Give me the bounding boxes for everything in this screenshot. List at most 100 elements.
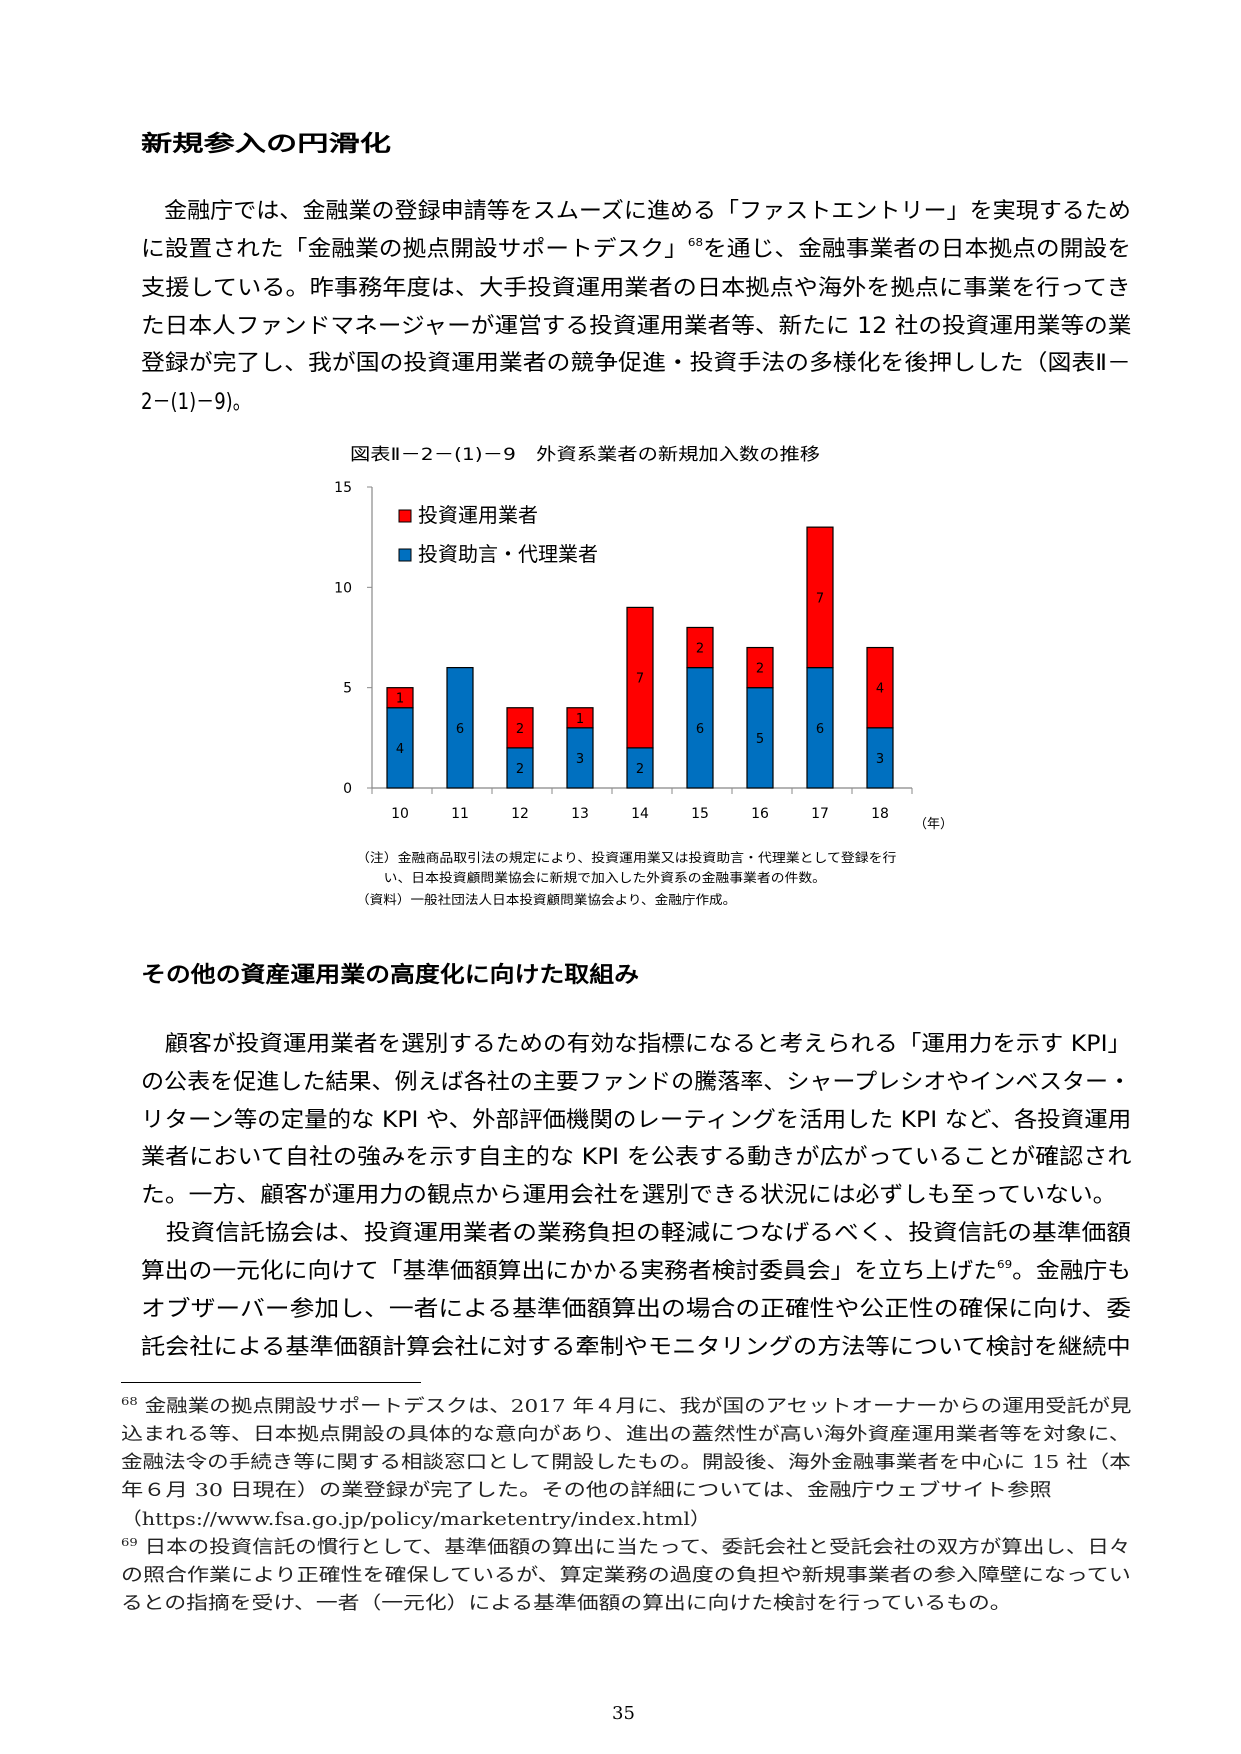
- text: オブザーバー参加し、一者による基準価額算出の場合の正確性や公正性の確保に向け、委: [141, 1297, 1132, 1322]
- text: た日本人ファンドマネージャーが運営する投資運用業者等、新たに 12 社の投資運用…: [141, 314, 1132, 339]
- text: 支援している。昨事務年度は、大手投資運用業者の日本拠点や海外を拠点に事業を行って…: [141, 276, 1131, 301]
- text: 金融業の拠点開設サポートデスクは、2017 年４月に、我が国のアセットオーナーか…: [144, 1396, 1132, 1417]
- paragraph-line: 投資信託協会は、投資運用業者の業務負担の軽減につなげるべく、投資信託の基準価額: [141, 1221, 1131, 1247]
- x-axis-unit: （年）: [914, 817, 953, 832]
- footnote-number: 69: [121, 1536, 138, 1549]
- text: 日本の投資信託の慣行として、基準価額の算出に当たって、委託会社と受託会社の双方が…: [144, 1537, 1131, 1558]
- footnote-divider: [121, 1382, 421, 1383]
- x-tick-label: 10: [391, 806, 409, 822]
- legend-label: 投資運用業者: [418, 503, 538, 527]
- text: 投資信託協会は、投資運用業者の業務負担の軽減につなげるべく、投資信託の基準価額: [141, 1221, 1132, 1246]
- paragraph-line: 業者において自社の強みを示す自主的な KPI を公表する動きが広がっていることが…: [141, 1145, 1131, 1171]
- data-label: 6: [816, 722, 824, 737]
- footnote-line: 年６月 30 日現在）の業登録が完了した。その他の詳細については、金融庁ウェブサ…: [121, 1480, 1052, 1502]
- x-tick-label: 12: [511, 806, 529, 822]
- text: を通じ、金融事業者の日本拠点の開設を: [703, 237, 1132, 262]
- section-heading-asset-management: その他の資産運用業の高度化に向けた取組み: [141, 963, 640, 988]
- text: リターン等の定量的な KPI や、外部評価機関のレーティングを活用した KPI …: [141, 1108, 1132, 1133]
- bar-segment: [566, 707, 594, 729]
- footnote-number: 68: [121, 1395, 138, 1408]
- page-number: 35: [612, 1703, 635, 1724]
- y-tick-label: 0: [343, 781, 352, 797]
- text: 登録が完了し、我が国の投資運用業者の競争促進・投資手法の多様化を後押しした（図表…: [141, 351, 1131, 376]
- footnote-url[interactable]: （https://www.fsa.go.jp/policy/marketentr…: [121, 1509, 711, 1531]
- bar-segment: [626, 747, 654, 789]
- figure-note: （注）金融商品取引法の規定により、投資運用業又は投資助言・代理業として登録を行: [356, 850, 897, 865]
- paragraph-line: 2－(1)－9)。: [141, 390, 251, 416]
- y-tick-label: 5: [343, 681, 352, 697]
- y-tick-label: 10: [334, 580, 352, 596]
- stacked-bar-chart: 0510151041116122213311427156216521767183…: [334, 480, 953, 832]
- bar-segment: [746, 646, 774, 689]
- paragraph-line: 登録が完了し、我が国の投資運用業者の競争促進・投資手法の多様化を後押しした（図表…: [141, 351, 1131, 377]
- data-label: 4: [876, 682, 884, 697]
- paragraph-line: 金融庁では、金融業の登録申請等をスムーズに進める「ファストエントリー」を実現する…: [141, 199, 1131, 225]
- bar-segment: [566, 727, 594, 789]
- footnote-line: 69 日本の投資信託の慣行として、基準価額の算出に当たって、委託会社と受託会社の…: [121, 1537, 1130, 1559]
- x-tick-label: 11: [451, 806, 469, 822]
- text[interactable]: （https://www.fsa.go.jp/policy/marketentr…: [121, 1509, 711, 1530]
- paragraph-line: た。一方、顧客が運用力の観点から運用会社を選別できる状況には必ずしも至っていない…: [141, 1183, 1117, 1209]
- footnote-line: 金融法令の手続き等に関する相談窓口として開設したもの。開設後、海外金融事業者を中…: [121, 1452, 1131, 1474]
- data-label: 3: [876, 752, 884, 767]
- bar-segment: [386, 707, 414, 789]
- footnote-ref-69[interactable]: 69: [996, 1258, 1013, 1271]
- footnote-line: 込まれる等、日本拠点開設の具体的な意向があり、進出の蓋然性が高い海外資産運用業者…: [121, 1424, 1131, 1446]
- data-label: 3: [576, 752, 584, 767]
- text: た。一方、顧客が運用力の観点から運用会社を選別できる状況には必ずしも至っていない…: [141, 1183, 1117, 1208]
- section-heading-new-entry: 新規参入の円滑化: [141, 132, 392, 157]
- paragraph-line: リターン等の定量的な KPI や、外部評価機関のレーティングを活用した KPI …: [141, 1108, 1131, 1134]
- text: の照合作業により正確性を確保しているが、算定業務の過度の負担や新規事業者の参入障…: [121, 1565, 1131, 1586]
- bar-segment: [506, 707, 534, 749]
- data-label: 6: [456, 722, 464, 737]
- x-tick-label: 16: [751, 806, 769, 822]
- text: 。金融庁も: [1012, 1259, 1132, 1284]
- paragraph-line: 託会社による基準価額計算会社に対する牽制やモニタリングの方法等について検討を継続…: [141, 1335, 1131, 1361]
- x-tick-label: 13: [571, 806, 589, 822]
- data-label: 7: [816, 591, 824, 606]
- paragraph-line: た日本人ファンドマネージャーが運営する投資運用業者等、新たに 12 社の投資運用…: [141, 314, 1131, 340]
- footnote-line: るとの指摘を受け、一者（一元化）による基準価額の算出に向けた検討を行っているもの…: [121, 1593, 1012, 1615]
- paragraph-line: 算出の一元化に向けて「基準価額算出にかかる実務者検討委員会」を立ち上げた69。金…: [141, 1259, 1131, 1285]
- text: 金融法令の手続き等に関する相談窓口として開設したもの。開設後、海外金融事業者を中…: [121, 1452, 1131, 1473]
- bar-segment: [506, 747, 534, 789]
- footnote-line: 68 金融業の拠点開設サポートデスクは、2017 年４月に、我が国のアセットオー…: [121, 1396, 1131, 1418]
- figure-source: （資料）一般社団法人日本投資顧問業協会より、金融庁作成。: [356, 892, 737, 907]
- text: 2－(1)－9)。: [141, 390, 251, 415]
- data-label: 2: [516, 722, 524, 737]
- paragraph-line: オブザーバー参加し、一者による基準価額算出の場合の正確性や公正性の確保に向け、委: [141, 1297, 1131, 1323]
- data-label: 5: [756, 732, 764, 747]
- y-tick-label: 15: [334, 480, 352, 496]
- x-tick-label: 14: [631, 806, 649, 822]
- text: 顧客が投資運用業者を選別するための有効な指標になると考えられる「運用力を示す K…: [141, 1032, 1132, 1057]
- legend-swatch: [398, 509, 412, 523]
- paragraph-line: 支援している。昨事務年度は、大手投資運用業者の日本拠点や海外を拠点に事業を行って…: [141, 276, 1131, 302]
- figure-caption: 図表Ⅱ－2－(1)－9 外資系業者の新規加入数の推移: [349, 445, 821, 465]
- text: 業者において自社の強みを示す自主的な KPI を公表する動きが広がっていることが…: [141, 1145, 1132, 1170]
- paragraph-line: 顧客が投資運用業者を選別するための有効な指標になると考えられる「運用力を示す K…: [141, 1032, 1132, 1058]
- bar-segment: [626, 606, 654, 749]
- data-label: 2: [516, 762, 524, 777]
- figure-note: い、日本投資顧問業協会に新規で加入した外資系の金融事業者の件数。: [356, 870, 827, 885]
- data-label: 2: [636, 762, 644, 777]
- data-label: 7: [636, 672, 644, 687]
- text: の公表を促進した結果、例えば各社の主要ファンドの騰落率、シャープレシオやインベス…: [141, 1070, 1132, 1095]
- paragraph-line: の公表を促進した結果、例えば各社の主要ファンドの騰落率、シャープレシオやインベス…: [141, 1070, 1131, 1096]
- x-tick-label: 17: [811, 806, 829, 822]
- bar-segment: [446, 666, 474, 789]
- data-label: 4: [396, 742, 404, 757]
- text: に設置された「金融業の拠点開設サポートデスク」: [141, 237, 688, 262]
- legend-label: 投資助言・代理業者: [418, 542, 598, 566]
- text: 託会社による基準価額計算会社に対する牽制やモニタリングの方法等について検討を継続…: [141, 1335, 1131, 1360]
- text: 金融庁では、金融業の登録申請等をスムーズに進める「ファストエントリー」を実現する…: [141, 199, 1131, 224]
- x-tick-label: 18: [871, 806, 889, 822]
- bar-segment: [806, 526, 834, 669]
- bar-segment: [686, 626, 714, 669]
- text: 込まれる等、日本拠点開設の具体的な意向があり、進出の蓋然性が高い海外資産運用業者…: [121, 1424, 1131, 1445]
- data-label: 6: [696, 722, 704, 737]
- x-tick-label: 15: [691, 806, 709, 822]
- data-label: 1: [576, 712, 584, 727]
- footnote-ref-68[interactable]: 68: [687, 236, 704, 249]
- bar-segment: [866, 646, 894, 729]
- legend-swatch: [398, 548, 412, 562]
